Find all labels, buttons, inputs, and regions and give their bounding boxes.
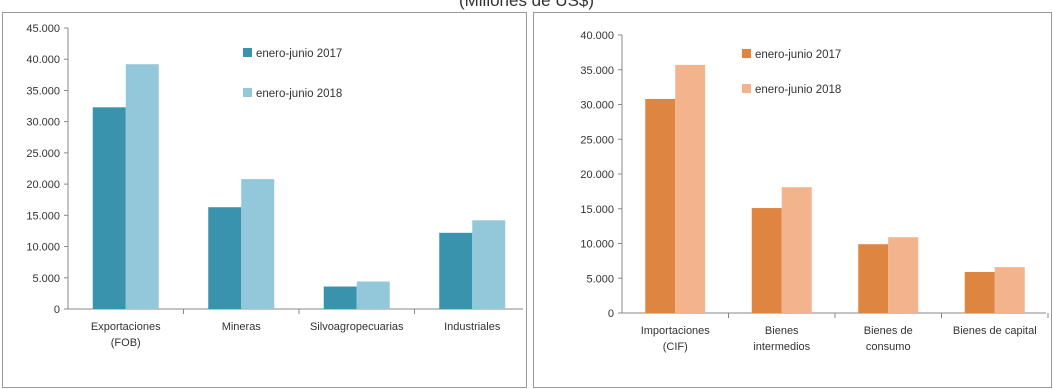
- legend-swatch: [243, 48, 252, 57]
- y-tick-label: 25.000: [580, 134, 614, 146]
- legend-swatch: [243, 88, 252, 97]
- bar-2017: [751, 208, 782, 313]
- category-label: Exportaciones: [91, 321, 161, 333]
- legend-swatch: [742, 84, 751, 93]
- y-tick-label: 40.000: [26, 54, 60, 66]
- category-label: (CIF): [663, 341, 688, 353]
- bar-2018: [125, 64, 159, 309]
- category-label: Bienes de capital: [953, 325, 1037, 337]
- bar-2017: [858, 244, 889, 313]
- category-label: consumo: [866, 341, 911, 353]
- bar-2018: [472, 220, 506, 309]
- y-tick-label: 5.000: [586, 273, 614, 285]
- y-tick-label: 30.000: [580, 100, 614, 112]
- legend-label: enero-junio 2017: [256, 48, 342, 60]
- bar-2017: [964, 271, 995, 313]
- legend-label: enero-junio 2018: [755, 84, 841, 96]
- y-tick-label: 20.000: [580, 169, 614, 181]
- category-label: Bienes: [765, 325, 799, 337]
- y-tick-label: 0: [608, 308, 614, 320]
- legend-label: enero-junio 2017: [755, 49, 841, 61]
- bar-2018: [356, 281, 390, 309]
- bar-2018: [675, 64, 706, 313]
- bar-2017: [439, 232, 473, 309]
- bar-2018: [241, 179, 275, 309]
- category-label: Bienes de: [864, 325, 913, 337]
- imports-bar-chart: 0 5.000 10.000 15.000 20.000 25.000 30.000 35.0…: [580, 30, 1049, 353]
- exports-bar-chart: 0 5.000 10.000 15.000 20.000 25.000 30.000 35.0…: [26, 23, 523, 349]
- legend-label: enero-junio 2018: [256, 88, 342, 100]
- bar-2018: [781, 187, 812, 313]
- y-tick-label: 25.000: [26, 148, 60, 160]
- category-label: (FOB): [111, 337, 141, 349]
- bar-2017: [323, 286, 357, 309]
- category-label: Industriales: [444, 321, 501, 333]
- exports-chart-panel: 0 5.000 10.000 15.000 20.000 25.000 30.000 35.0…: [2, 12, 527, 388]
- bar-2018: [888, 237, 919, 313]
- y-tick-label: 15.000: [26, 210, 60, 222]
- chart-title: (Millones de US$): [458, 0, 595, 10]
- y-tick-label: 10.000: [26, 242, 60, 254]
- y-tick-label: 35.000: [26, 85, 60, 97]
- category-label: Mineras: [222, 321, 262, 333]
- y-tick-label: 40.000: [580, 30, 614, 42]
- category-label: Silvoagropecuarias: [310, 321, 404, 333]
- y-tick-label: 30.000: [26, 117, 60, 129]
- y-tick-label: 35.000: [580, 65, 614, 77]
- imports-chart-panel: 0 5.000 10.000 15.000 20.000 25.000 30.000 35.0…: [533, 12, 1052, 388]
- y-tick-label: 10.000: [580, 239, 614, 251]
- y-tick-label: 0: [54, 304, 60, 316]
- y-tick-label: 45.000: [26, 23, 60, 35]
- y-tick-label: 20.000: [26, 179, 60, 191]
- legend-swatch: [742, 49, 751, 58]
- bar-2017: [208, 207, 242, 309]
- bar-2017: [92, 107, 126, 309]
- bar-2018: [994, 267, 1025, 313]
- y-tick-label: 5.000: [32, 273, 60, 285]
- category-label: intermedios: [753, 341, 810, 353]
- y-tick-label: 15.000: [580, 204, 614, 216]
- bar-2017: [645, 98, 676, 313]
- category-label: Importaciones: [641, 325, 711, 337]
